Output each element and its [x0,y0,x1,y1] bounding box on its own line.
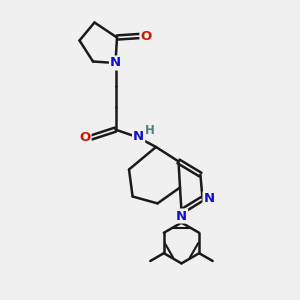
Text: O: O [140,29,152,43]
Text: N: N [110,56,121,70]
Text: N: N [133,130,144,143]
Text: H: H [145,124,154,137]
Text: N: N [203,192,215,205]
Text: N: N [176,209,187,223]
Text: O: O [79,131,91,144]
